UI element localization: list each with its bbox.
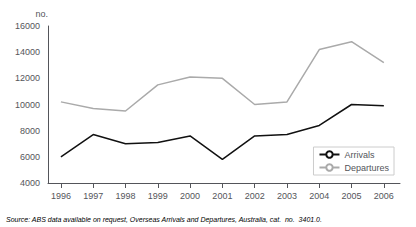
svg-text:2002: 2002 (245, 191, 265, 201)
svg-text:2006: 2006 (374, 191, 394, 201)
svg-text:Departures: Departures (344, 163, 389, 173)
svg-text:no.: no. (35, 9, 48, 19)
svg-text:2004: 2004 (309, 191, 329, 201)
svg-text:2001: 2001 (212, 191, 232, 201)
svg-text:1997: 1997 (83, 191, 103, 201)
svg-text:Arrivals: Arrivals (344, 150, 375, 160)
svg-text:14000: 14000 (15, 47, 40, 57)
svg-text:1999: 1999 (148, 191, 168, 201)
svg-text:6000: 6000 (20, 152, 40, 162)
svg-text:Source: ABS data available on: Source: ABS data available on request, O… (6, 216, 322, 224)
svg-text:2003: 2003 (277, 191, 297, 201)
svg-text:2000: 2000 (180, 191, 200, 201)
svg-text:10000: 10000 (15, 100, 40, 110)
svg-text:16000: 16000 (15, 21, 40, 31)
svg-text:12000: 12000 (15, 73, 40, 83)
svg-text:4000: 4000 (20, 178, 40, 188)
svg-text:1996: 1996 (51, 191, 71, 201)
svg-text:2005: 2005 (342, 191, 362, 201)
svg-text:8000: 8000 (20, 126, 40, 136)
svg-text:1998: 1998 (115, 191, 135, 201)
